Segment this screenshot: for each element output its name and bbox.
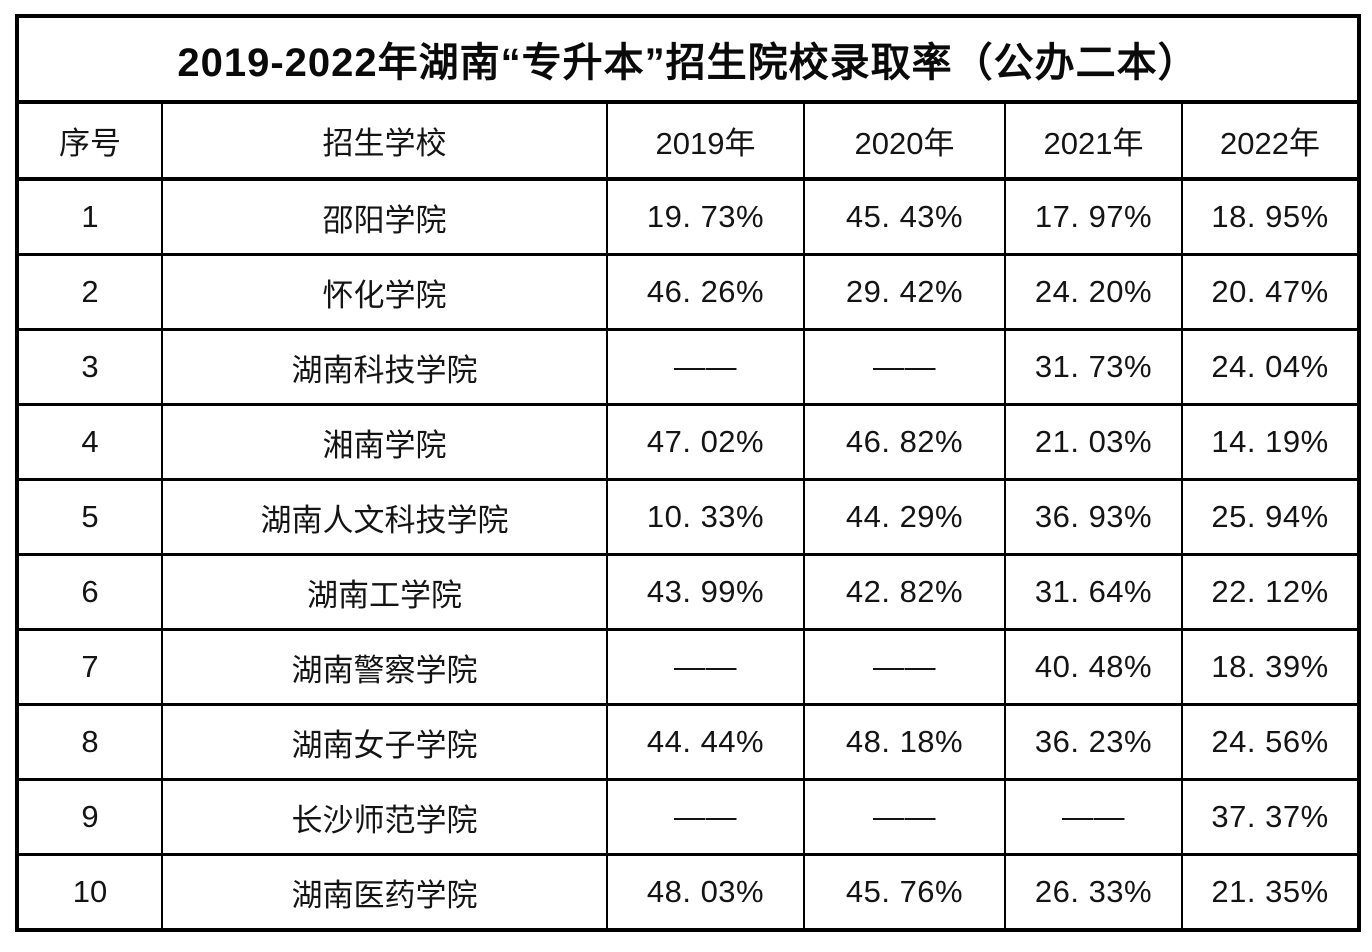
cell-school: 湖南人文科技学院 xyxy=(161,478,608,556)
cell-rate-2022: 20. 47% xyxy=(1180,253,1361,331)
cell-index: 3 xyxy=(16,328,163,406)
cell-rate-2020: 45. 43% xyxy=(803,177,1006,256)
table-title: 2019-2022年湖南“专升本”招生院校录取率（公办二本） xyxy=(15,15,1361,104)
cell-index: 8 xyxy=(16,703,163,781)
cell-rate-2019: 19. 73% xyxy=(606,177,805,256)
cell-school: 湖南医药学院 xyxy=(161,853,608,932)
cell-school: 湖南科技学院 xyxy=(161,328,608,406)
cell-rate-2020: —— xyxy=(803,628,1006,706)
cell-rate-2021: 31. 64% xyxy=(1004,553,1183,631)
cell-school: 湖南警察学院 xyxy=(161,628,608,706)
cell-rate-2021: —— xyxy=(1004,778,1183,856)
cell-rate-2022: 18. 39% xyxy=(1180,628,1361,706)
header-2019: 2019年 xyxy=(606,100,805,181)
cell-index: 9 xyxy=(16,778,163,856)
cell-school: 湘南学院 xyxy=(161,403,608,481)
cell-index: 7 xyxy=(16,628,163,706)
cell-rate-2019: —— xyxy=(606,778,805,856)
cell-school: 湖南工学院 xyxy=(161,553,608,631)
header-school: 招生学校 xyxy=(161,100,608,181)
cell-index: 1 xyxy=(16,177,163,256)
admission-rate-table: 2019-2022年湖南“专升本”招生院校录取率（公办二本） 序号 招生学校 2… xyxy=(15,14,1362,932)
header-2021: 2021年 xyxy=(1004,100,1183,181)
cell-rate-2020: 46. 82% xyxy=(803,403,1006,481)
cell-rate-2021: 26. 33% xyxy=(1004,853,1183,932)
cell-index: 6 xyxy=(16,553,163,631)
table-row: 9 长沙师范学院 —— —— —— 37. 37% xyxy=(16,778,1361,856)
cell-rate-2022: 14. 19% xyxy=(1180,403,1361,481)
table-title-row: 2019-2022年湖南“专升本”招生院校录取率（公办二本） xyxy=(15,15,1361,104)
cell-school: 长沙师范学院 xyxy=(161,778,608,856)
cell-rate-2020: 44. 29% xyxy=(803,478,1006,556)
cell-rate-2019: 46. 26% xyxy=(606,253,805,331)
cell-rate-2021: 17. 97% xyxy=(1004,177,1183,256)
cell-rate-2021: 31. 73% xyxy=(1004,328,1183,406)
table-row: 6 湖南工学院 43. 99% 42. 82% 31. 64% 22. 12% xyxy=(16,553,1361,631)
cell-rate-2019: 10. 33% xyxy=(606,478,805,556)
cell-rate-2019: —— xyxy=(606,628,805,706)
table-row: 3 湖南科技学院 —— —— 31. 73% 24. 04% xyxy=(16,328,1361,406)
cell-rate-2022: 21. 35% xyxy=(1180,853,1361,932)
cell-rate-2019: 48. 03% xyxy=(606,853,805,932)
cell-rate-2019: 44. 44% xyxy=(606,703,805,781)
cell-rate-2021: 21. 03% xyxy=(1004,403,1183,481)
cell-rate-2021: 24. 20% xyxy=(1004,253,1183,331)
table-row: 10 湖南医药学院 48. 03% 45. 76% 26. 33% 21. 35… xyxy=(16,853,1361,932)
table-row: 5 湖南人文科技学院 10. 33% 44. 29% 36. 93% 25. 9… xyxy=(16,478,1361,556)
cell-school: 怀化学院 xyxy=(161,253,608,331)
cell-rate-2022: 22. 12% xyxy=(1180,553,1361,631)
cell-rate-2022: 24. 04% xyxy=(1180,328,1361,406)
cell-rate-2021: 40. 48% xyxy=(1004,628,1183,706)
cell-rate-2022: 18. 95% xyxy=(1180,177,1361,256)
table-row: 1 邵阳学院 19. 73% 45. 43% 17. 97% 18. 95% xyxy=(16,177,1361,256)
cell-index: 5 xyxy=(16,478,163,556)
cell-index: 4 xyxy=(16,403,163,481)
cell-rate-2021: 36. 23% xyxy=(1004,703,1183,781)
table-row: 7 湖南警察学院 —— —— 40. 48% 18. 39% xyxy=(16,628,1361,706)
header-2022: 2022年 xyxy=(1180,100,1361,181)
cell-rate-2020: 48. 18% xyxy=(803,703,1006,781)
cell-rate-2019: —— xyxy=(606,328,805,406)
table-row: 8 湖南女子学院 44. 44% 48. 18% 36. 23% 24. 56% xyxy=(16,703,1361,781)
cell-rate-2020: 42. 82% xyxy=(803,553,1006,631)
cell-rate-2022: 24. 56% xyxy=(1180,703,1361,781)
table-row: 4 湘南学院 47. 02% 46. 82% 21. 03% 14. 19% xyxy=(16,403,1361,481)
cell-school: 邵阳学院 xyxy=(161,177,608,256)
cell-school: 湖南女子学院 xyxy=(161,703,608,781)
cell-rate-2019: 43. 99% xyxy=(606,553,805,631)
cell-rate-2020: 45. 76% xyxy=(803,853,1006,932)
cell-rate-2020: —— xyxy=(803,328,1006,406)
header-2020: 2020年 xyxy=(803,100,1006,181)
cell-rate-2019: 47. 02% xyxy=(606,403,805,481)
cell-index: 2 xyxy=(16,253,163,331)
cell-index: 10 xyxy=(16,853,163,932)
cell-rate-2021: 36. 93% xyxy=(1004,478,1183,556)
table-header-row: 序号 招生学校 2019年 2020年 2021年 2022年 xyxy=(16,100,1361,181)
cell-rate-2022: 37. 37% xyxy=(1180,778,1361,856)
table-row: 2 怀化学院 46. 26% 29. 42% 24. 20% 20. 47% xyxy=(16,253,1361,331)
cell-rate-2022: 25. 94% xyxy=(1180,478,1361,556)
cell-rate-2020: 29. 42% xyxy=(803,253,1006,331)
header-index: 序号 xyxy=(16,100,163,181)
cell-rate-2020: —— xyxy=(803,778,1006,856)
